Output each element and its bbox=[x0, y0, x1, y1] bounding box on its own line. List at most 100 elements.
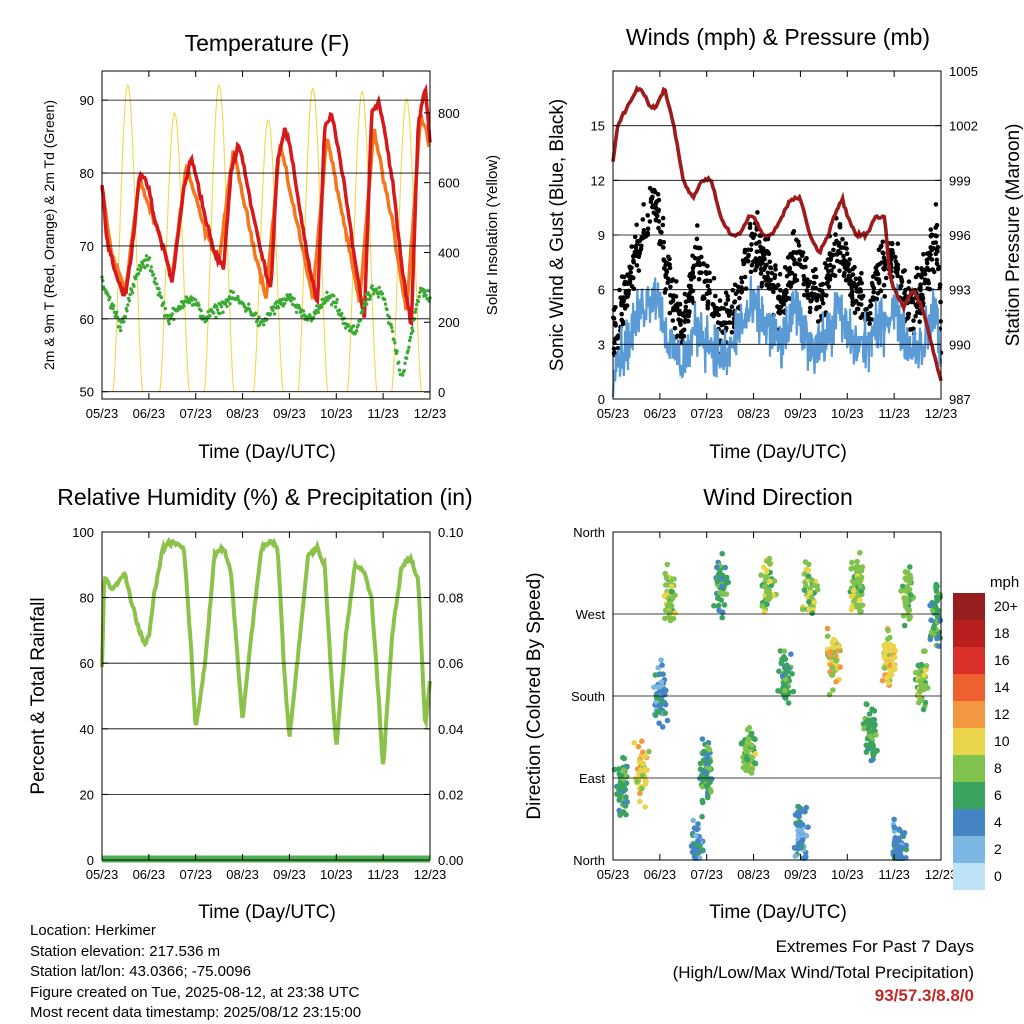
gust-point bbox=[627, 279, 633, 285]
gust-point bbox=[813, 294, 818, 299]
gust-point bbox=[799, 264, 804, 269]
legend-label: 4 bbox=[994, 814, 1002, 830]
direction-point bbox=[795, 803, 802, 810]
gust-point bbox=[705, 302, 710, 308]
direction-point bbox=[670, 615, 677, 622]
gust-point bbox=[928, 252, 933, 258]
x-tick-label: 08/23 bbox=[226, 406, 259, 421]
gust-point bbox=[735, 289, 741, 294]
gust-point bbox=[629, 244, 634, 249]
legend-swatch bbox=[953, 836, 985, 863]
legend-label: 6 bbox=[994, 787, 1002, 803]
gust-point bbox=[647, 185, 653, 191]
direction-point bbox=[881, 665, 888, 671]
gust-point bbox=[805, 292, 811, 297]
dewpoint-point bbox=[407, 345, 411, 349]
gust-point bbox=[667, 265, 673, 271]
direction-point bbox=[799, 606, 806, 613]
gust-point bbox=[791, 257, 797, 263]
gust-point bbox=[692, 244, 698, 250]
y-tick-label: 0 bbox=[598, 392, 605, 407]
gust-point bbox=[827, 252, 833, 257]
dewpoint-point bbox=[411, 329, 415, 333]
winds-y2label: Station Pressure (Maroon) bbox=[1003, 124, 1024, 347]
gust-point bbox=[928, 245, 933, 250]
x-tick-label: 05/23 bbox=[597, 406, 630, 421]
dewpoint-point bbox=[271, 308, 275, 312]
direction-point bbox=[663, 574, 670, 581]
direction-point bbox=[639, 772, 646, 779]
gust-point bbox=[785, 295, 791, 301]
dewpoint-point bbox=[354, 329, 359, 333]
y-tick-label: 6 bbox=[598, 283, 605, 298]
x-tick-label: 07/23 bbox=[690, 867, 723, 882]
gust-point bbox=[737, 295, 742, 301]
gust-point bbox=[668, 284, 673, 290]
legend-swatch bbox=[953, 809, 985, 836]
speed-legend: 20+ 18 16 14 12 10 8 6 4 2 0 bbox=[953, 593, 1018, 890]
gust-point bbox=[835, 250, 840, 256]
dewpoint-point bbox=[172, 317, 176, 322]
gust-point bbox=[831, 247, 836, 253]
gust-point bbox=[934, 257, 940, 263]
gust-point bbox=[849, 285, 854, 290]
gust-point bbox=[844, 251, 850, 256]
gust-point bbox=[856, 281, 861, 287]
gust-point bbox=[670, 318, 676, 323]
direction-point bbox=[656, 702, 663, 709]
direction-point bbox=[664, 561, 671, 568]
dewpoint-point bbox=[393, 341, 397, 345]
direction-point bbox=[719, 614, 725, 621]
y-tick-label: 15 bbox=[591, 119, 605, 134]
gust-point bbox=[807, 279, 813, 285]
direction-point bbox=[723, 574, 730, 581]
gust-point bbox=[749, 242, 754, 247]
direction-point bbox=[745, 763, 751, 769]
direction-point bbox=[771, 578, 778, 584]
gust-point bbox=[749, 233, 754, 238]
direction-title: Wind Direction bbox=[703, 484, 853, 510]
dewpoint-point bbox=[426, 289, 431, 293]
x-tick-label: 11/23 bbox=[367, 406, 399, 421]
direction-point bbox=[764, 601, 770, 608]
gust-point bbox=[765, 270, 771, 276]
solar-insolation-line bbox=[297, 87, 329, 393]
direction-point bbox=[761, 609, 768, 615]
gust-point bbox=[739, 279, 745, 285]
rh-axes: 0 20 40 60 80 100 0.00 0.02 0.04 0.06 0.08 0.10 05/2… bbox=[72, 525, 463, 882]
direction-point bbox=[850, 587, 857, 594]
gust-point bbox=[889, 240, 895, 246]
gust-point bbox=[777, 271, 783, 277]
y-tick-label: 12 bbox=[591, 173, 605, 188]
direction-point bbox=[798, 828, 805, 834]
dewpoint-point bbox=[372, 292, 376, 296]
direction-point bbox=[704, 754, 711, 761]
direction-point bbox=[927, 602, 933, 609]
gust-point bbox=[639, 234, 645, 240]
gust-point bbox=[824, 265, 829, 271]
gust-point bbox=[787, 267, 792, 272]
x-tick-label: 06/23 bbox=[133, 406, 166, 421]
gust-point bbox=[828, 257, 833, 263]
direction-point bbox=[882, 646, 889, 653]
gust-point bbox=[631, 286, 637, 292]
dewpoint-point bbox=[319, 305, 324, 309]
gust-point bbox=[807, 305, 813, 311]
direction-point bbox=[901, 830, 908, 836]
gust-point bbox=[635, 239, 640, 244]
legend-label: 0 bbox=[994, 868, 1002, 884]
direction-point bbox=[744, 757, 751, 763]
direction-point bbox=[837, 664, 843, 670]
dewpoint-point bbox=[404, 356, 409, 360]
gust-point bbox=[867, 304, 873, 309]
gust-point bbox=[639, 243, 644, 249]
dewpoint-point bbox=[149, 265, 153, 269]
gust-point bbox=[619, 302, 624, 308]
direction-point bbox=[907, 564, 913, 570]
direction-point bbox=[864, 701, 870, 708]
direction-point bbox=[891, 816, 897, 823]
dewpoint-point bbox=[150, 269, 154, 274]
dewpoint-point bbox=[158, 291, 162, 295]
gust-point bbox=[670, 294, 676, 300]
